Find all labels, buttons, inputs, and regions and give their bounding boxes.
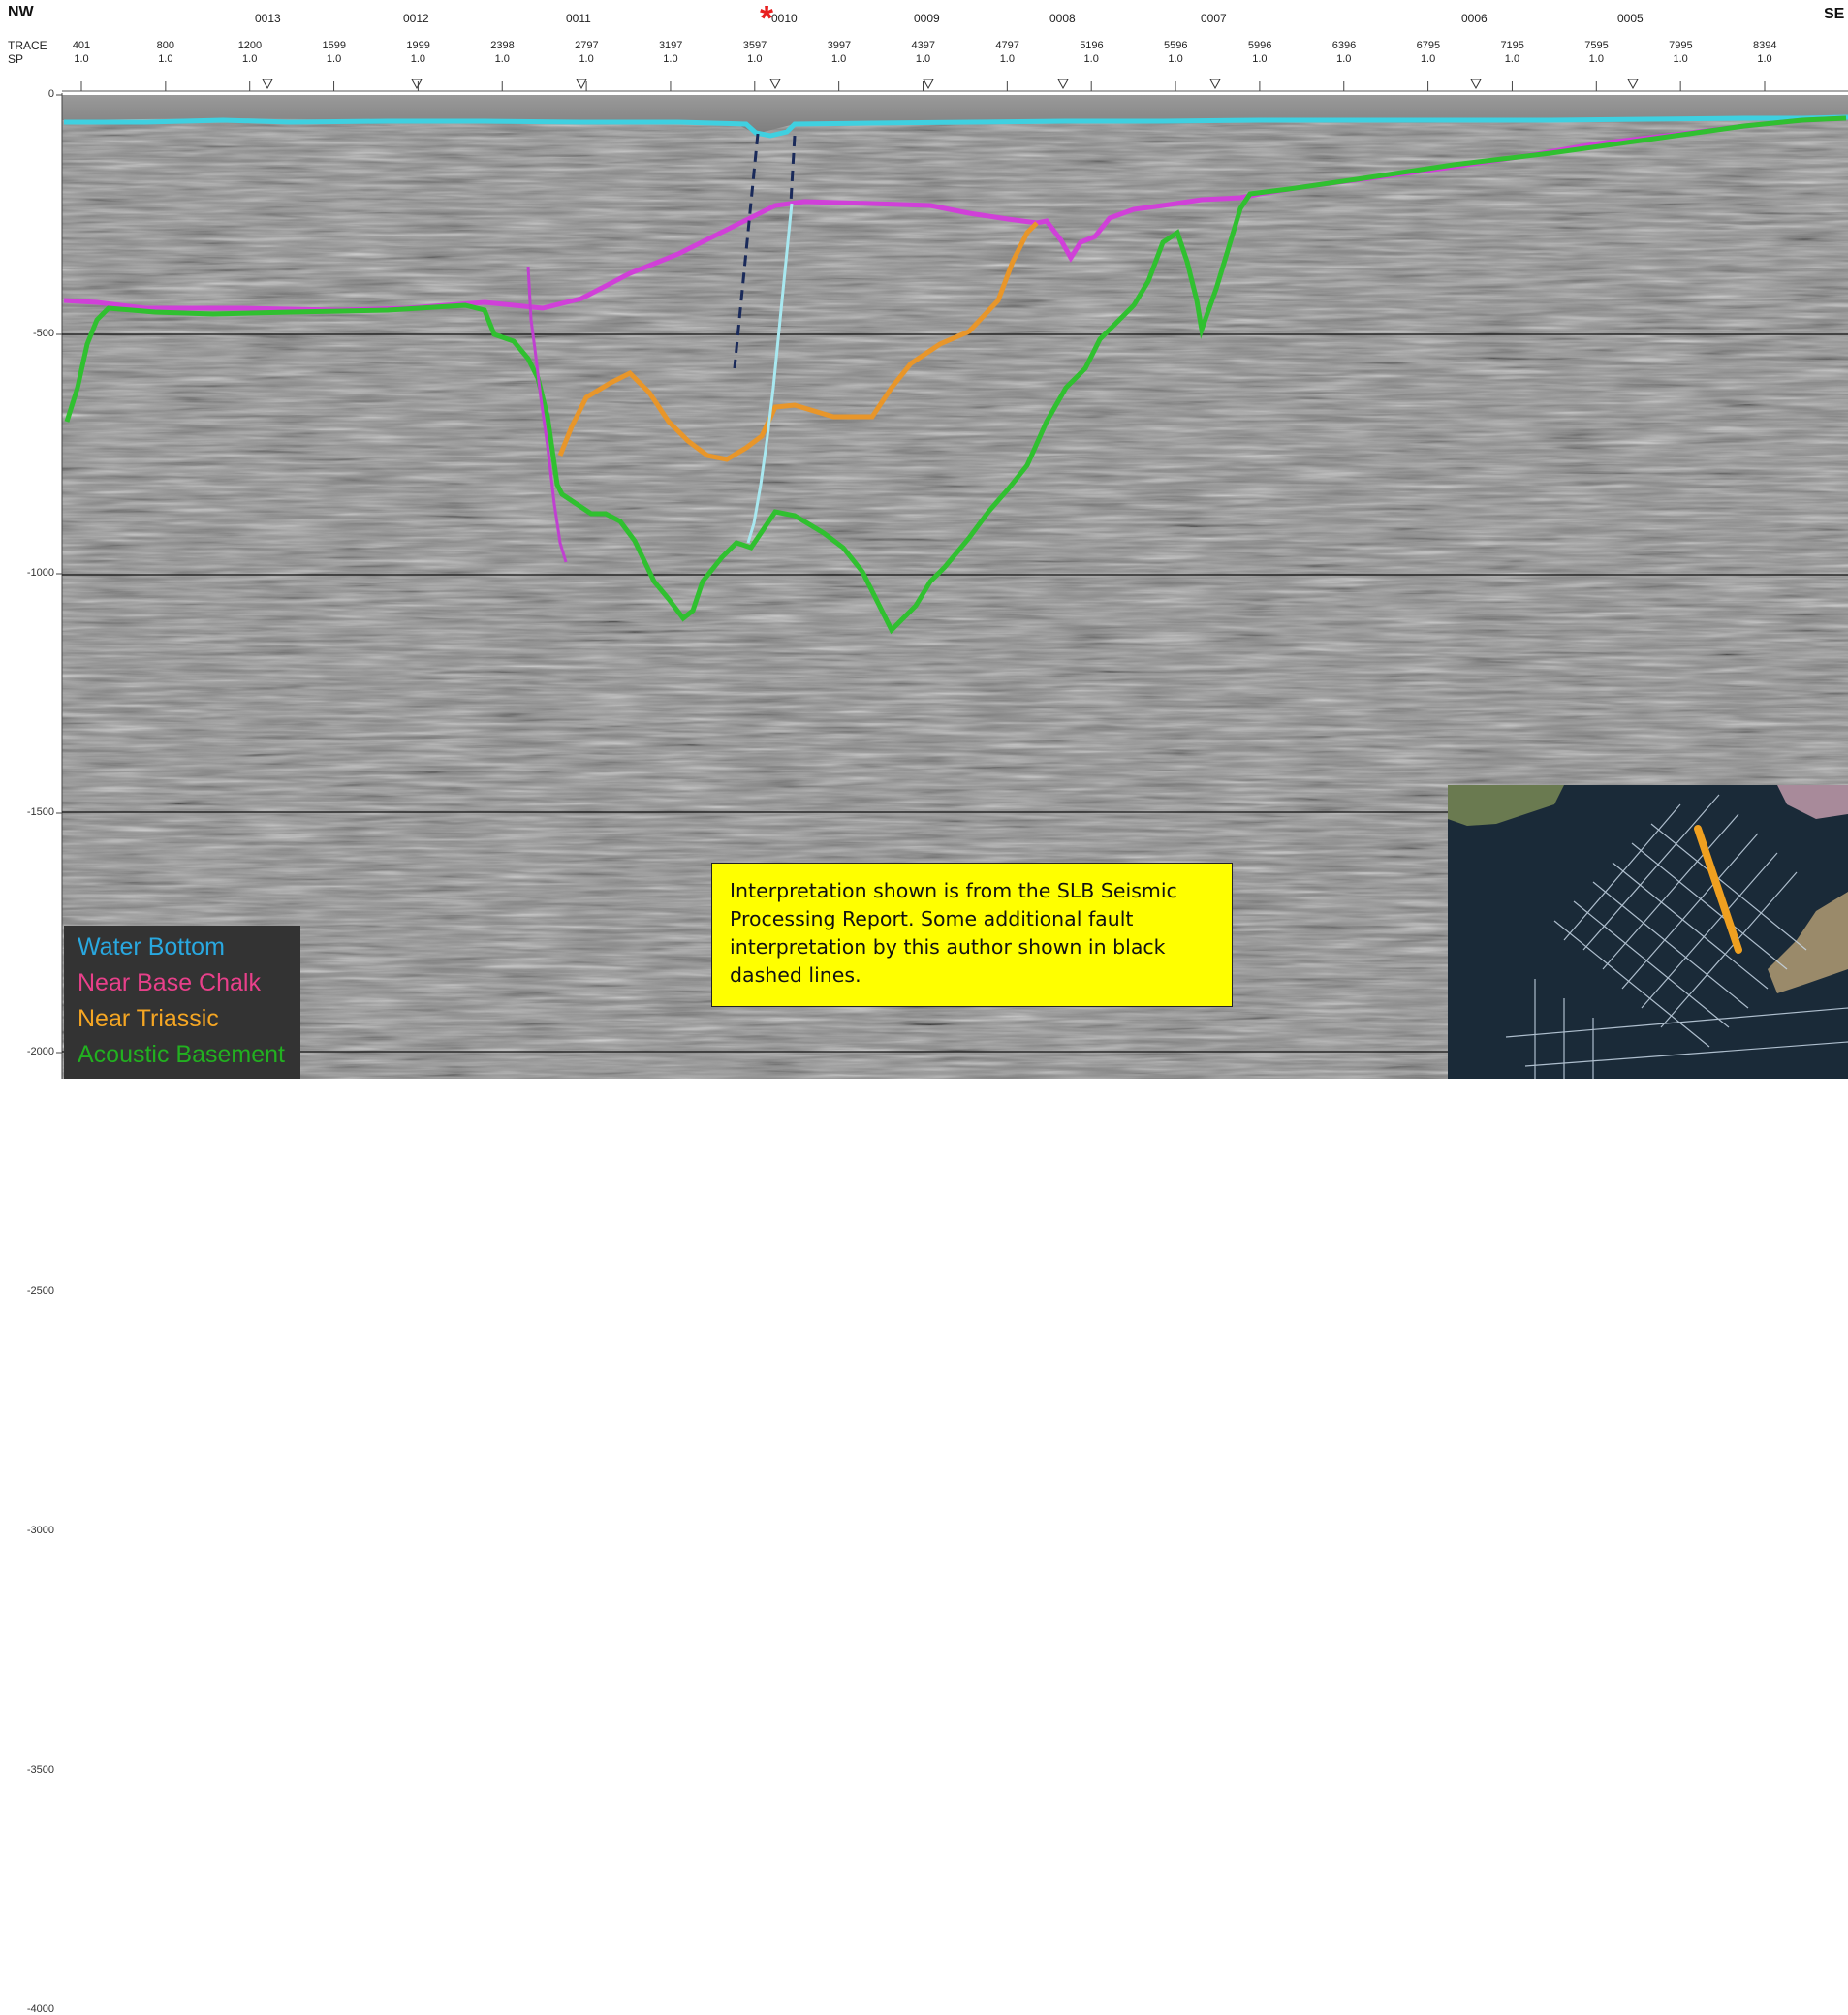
line-id-label: 0011 xyxy=(566,12,591,25)
nw-direction-label: NW xyxy=(8,4,34,20)
inset-section-line xyxy=(1694,825,1742,954)
trace-number: 4397 xyxy=(911,40,935,51)
line-id-label: 0010 xyxy=(771,12,798,25)
trace-number: 3597 xyxy=(742,40,767,51)
legend-near-base-chalk: Near Base Chalk xyxy=(78,969,261,996)
line-id-label: 0013 xyxy=(255,12,281,25)
line-id-label: 0007 xyxy=(1201,12,1227,25)
trace-number: 3997 xyxy=(827,40,852,51)
depth-label: -2500 xyxy=(26,1285,54,1297)
line-id-label: 0009 xyxy=(914,12,940,25)
trace-row-label: TRACE xyxy=(8,39,47,52)
trace-number: 5196 xyxy=(1080,40,1104,51)
sp-value: 1.0 xyxy=(663,53,678,65)
sp-value: 1.0 xyxy=(1588,53,1604,65)
location-inset-map xyxy=(1448,785,1848,1079)
sp-value: 1.0 xyxy=(1420,53,1436,65)
trace-number: 800 xyxy=(156,40,175,51)
shotpoint-triangle xyxy=(262,79,273,90)
depth-label: -3000 xyxy=(26,1525,54,1536)
acoustic-basement-horizon xyxy=(64,115,1847,635)
trace-number: 1999 xyxy=(406,40,430,51)
inset-seismic-grid xyxy=(1505,794,1848,1079)
sp-value: 1.0 xyxy=(1673,53,1688,65)
inset-landmass-ne xyxy=(1777,785,1848,819)
depth-ticks xyxy=(56,94,62,1054)
well-marker-asterisk: * xyxy=(760,0,774,38)
trace-number: 4797 xyxy=(995,40,1019,51)
fault-light-blue xyxy=(746,203,794,544)
sp-value: 1.0 xyxy=(999,53,1015,65)
fault-pink xyxy=(526,266,568,563)
sp-value: 1.0 xyxy=(747,53,763,65)
depth-label: -1500 xyxy=(26,806,54,818)
sp-value: 1.0 xyxy=(242,53,258,65)
trace-number: 5596 xyxy=(1164,40,1188,51)
horizon-legend: Water Bottom Near Base Chalk Near Triass… xyxy=(64,926,300,1079)
sp-value: 1.0 xyxy=(158,53,173,65)
shotpoint-triangle xyxy=(1209,79,1221,90)
depth-label: -3500 xyxy=(26,1764,54,1776)
trace-number: 1200 xyxy=(237,40,263,51)
sp-value: 1.0 xyxy=(1757,53,1772,65)
shotpoint-triangle xyxy=(411,79,423,90)
shotpoint-triangle xyxy=(923,79,934,90)
sp-value: 1.0 xyxy=(1336,53,1352,65)
inset-landmass-nw xyxy=(1448,785,1564,826)
sp-value: 1.0 xyxy=(579,53,594,65)
depth-label: -500 xyxy=(32,328,54,339)
trace-number: 5996 xyxy=(1247,40,1272,51)
sp-value: 1.0 xyxy=(1252,53,1268,65)
shotpoint-triangle xyxy=(769,79,781,90)
inset-map-graphic xyxy=(1448,785,1848,1079)
depth-label: -4000 xyxy=(26,2003,54,2015)
trace-number: 2797 xyxy=(575,40,599,51)
trace-number: 7195 xyxy=(1500,40,1524,51)
shotpoint-triangles xyxy=(262,79,1639,90)
sp-value: 1.0 xyxy=(1504,53,1520,65)
depth-label: -2000 xyxy=(26,1046,54,1057)
legend-near-triassic: Near Triassic xyxy=(78,1005,219,1032)
trace-number: 3197 xyxy=(658,40,683,51)
legend-acoustic-basement: Acoustic Basement xyxy=(78,1041,285,1068)
inset-landmass-e xyxy=(1768,892,1848,993)
trace-number: 2398 xyxy=(490,40,515,51)
trace-number: 7995 xyxy=(1669,40,1693,51)
trace-number: 401 xyxy=(72,40,91,51)
trace-number: 1599 xyxy=(322,40,347,51)
trace-number: 6795 xyxy=(1416,40,1441,51)
sp-value: 1.0 xyxy=(1083,53,1099,65)
se-direction-label: SE xyxy=(1824,6,1845,22)
depth-label: -1000 xyxy=(26,567,54,579)
legend-water-bottom: Water Bottom xyxy=(78,933,225,960)
fault-dashed-left xyxy=(733,133,760,369)
line-id-label: 0012 xyxy=(403,12,429,25)
depth-label: 0 xyxy=(47,88,54,100)
shotpoint-triangle xyxy=(1057,79,1069,90)
shotpoint-triangle xyxy=(1470,79,1482,90)
water-bottom-horizon xyxy=(64,114,1848,139)
seismic-section xyxy=(56,79,1848,1079)
sp-value: 1.0 xyxy=(410,53,426,65)
shotpoint-triangle xyxy=(576,79,587,90)
trace-number: 8394 xyxy=(1753,40,1777,51)
sp-value: 1.0 xyxy=(915,53,931,65)
sp-value: 1.0 xyxy=(830,53,847,65)
sp-value: 1.0 xyxy=(74,53,89,65)
trace-number: 6396 xyxy=(1331,40,1357,51)
sp-value: 1.0 xyxy=(1168,53,1183,65)
water-column xyxy=(62,95,1848,134)
line-id-label: 0005 xyxy=(1617,12,1644,25)
sp-value: 1.0 xyxy=(494,53,510,65)
line-id-label: 0008 xyxy=(1049,12,1076,25)
fault-dashed-right xyxy=(789,135,797,205)
trace-number: 7595 xyxy=(1584,40,1609,51)
line-id-label: 0006 xyxy=(1461,12,1488,25)
sp-value: 1.0 xyxy=(326,53,342,65)
interpretation-note: Interpretation shown is from the SLB Sei… xyxy=(711,863,1233,1007)
trace-ticks xyxy=(80,81,1766,91)
sp-row-label: SP xyxy=(8,52,24,66)
shotpoint-triangle xyxy=(1627,79,1639,90)
